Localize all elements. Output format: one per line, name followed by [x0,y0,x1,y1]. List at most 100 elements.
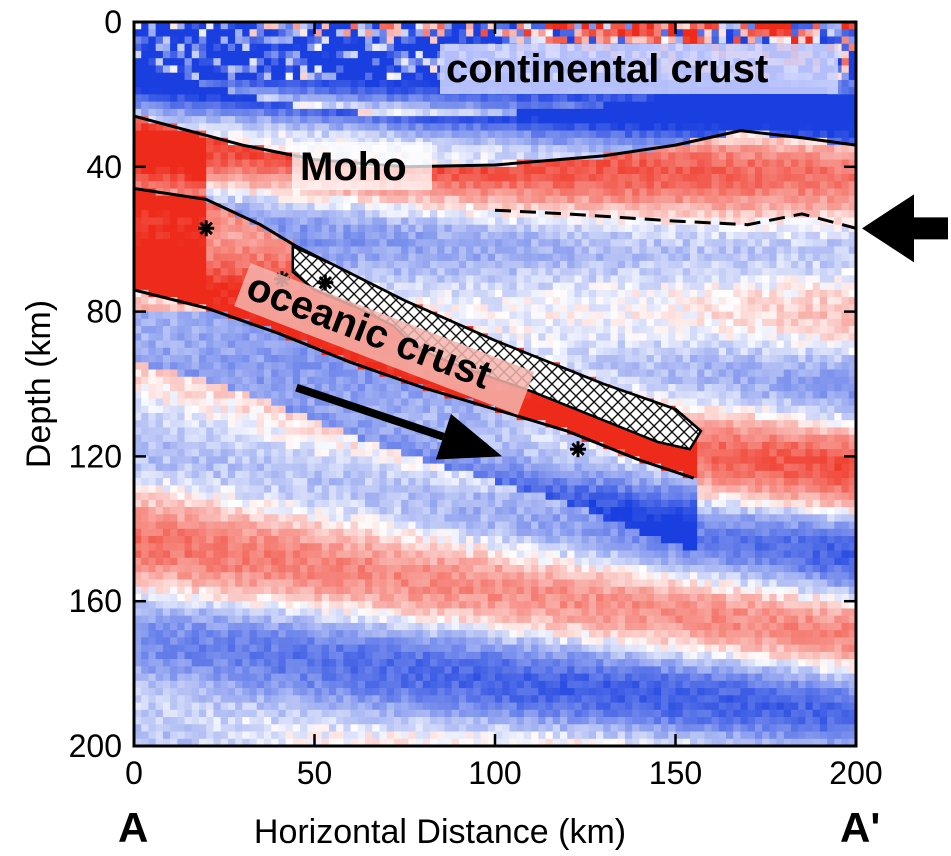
heatmap-cell [791,181,799,190]
heatmap-cell [148,137,157,146]
heatmap-cell [848,275,856,284]
heatmap-cell [668,340,677,349]
heatmap-cell [798,36,807,45]
heatmap-cell [278,347,287,356]
heatmap-cell [220,159,229,168]
heatmap-cell [328,108,337,117]
heatmap-cell [791,326,799,334]
heatmap-cell [776,174,785,182]
heatmap-cell [141,72,150,81]
heatmap-cell [458,94,467,103]
heatmap-cell [292,36,301,45]
heatmap-cell [545,22,554,30]
heatmap-cell [227,210,236,219]
heatmap-cell [480,145,489,153]
heatmap-cell [675,101,684,110]
heatmap-cell [711,137,720,146]
heatmap-cell [292,65,301,74]
heatmap-cell [538,289,547,298]
heatmap-cell [278,58,287,67]
heatmap-cell [314,188,323,197]
heatmap-cell [451,260,460,269]
heatmap-cell [783,318,792,327]
heatmap-cell [559,174,568,182]
heatmap-cell [451,210,460,219]
heatmap-cell [740,311,749,320]
heatmap-cell [242,94,251,103]
heatmap-cell [227,181,236,190]
heatmap-cell [726,362,734,371]
heatmap-cell [184,145,193,153]
heatmap-cell [617,130,626,139]
heatmap-cell [726,174,734,182]
heatmap-cell [198,87,207,95]
heatmap-cell [198,181,207,190]
heatmap-cell [401,260,409,269]
heatmap-cell [668,253,677,262]
heatmap-cell [256,58,265,67]
heatmap-cell [791,239,799,248]
heatmap-cell [653,195,662,204]
heatmap-cell [559,246,568,255]
heatmap-cell [191,58,200,67]
heatmap-cell [769,246,778,255]
heatmap-cell [697,289,705,298]
heatmap-cell [458,22,467,30]
heatmap-cell [227,333,236,342]
heatmap-cell [848,268,856,276]
heatmap-cell [451,289,460,298]
heatmap-cell [430,43,438,52]
heatmap-cell [819,268,828,276]
heatmap-cell [235,174,243,182]
heatmap-cell [827,326,835,334]
heatmap-cell [639,253,648,262]
heatmap-cell [184,87,193,95]
heatmap-cell [314,123,323,132]
heatmap-cell [624,94,633,103]
heatmap-cell [170,94,178,103]
heatmap-cell [177,195,186,204]
heatmap-cell [271,130,279,139]
heatmap-cell [610,116,619,124]
heatmap-cell [827,181,835,190]
heatmap-cell [848,152,856,161]
heatmap-cell [220,369,229,378]
heatmap-cell [336,347,344,356]
heatmap-cell [451,297,460,305]
heatmap-cell [596,224,604,233]
heatmap-cell [776,195,785,204]
heatmap-cell [213,108,222,117]
heatmap-cell [805,130,814,139]
heatmap-cell [675,130,684,139]
heatmap-cell [227,87,236,95]
heatmap-cell [314,362,323,371]
heatmap-cell [249,101,258,110]
heatmap-cell [747,304,756,313]
heatmap-cell [574,174,583,182]
heatmap-cell [401,289,409,298]
heatmap-cell [545,137,554,146]
heatmap-cell [769,159,778,168]
heatmap-cell [661,123,669,132]
heatmap-cell [487,304,496,313]
heatmap-cell [300,87,308,95]
heatmap-cell [848,239,856,248]
heatmap-cell [198,246,207,255]
heatmap-cell [220,333,229,342]
heatmap-cell [704,203,713,211]
heatmap-cell [624,166,633,175]
heatmap-cell [343,246,352,255]
heatmap-cell [386,188,395,197]
heatmap-cell [495,188,503,197]
heatmap-cell [805,289,814,298]
heatmap-cell [285,224,294,233]
heatmap-cell [271,246,279,255]
heatmap-cell [653,210,662,219]
heatmap-cell [819,318,828,327]
heatmap-cell [227,36,236,45]
heatmap-cell [430,130,438,139]
heatmap-cell [581,166,590,175]
heatmap-cell [177,87,186,95]
heatmap-cell [328,22,337,30]
heatmap-cell [559,275,568,284]
